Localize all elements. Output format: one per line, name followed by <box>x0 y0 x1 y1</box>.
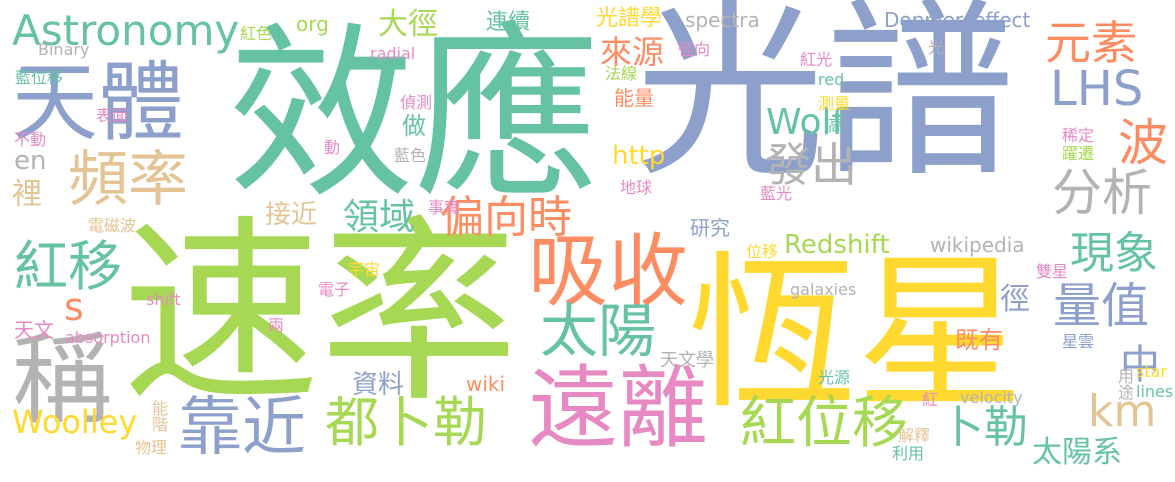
word-bule: 卜勒 <box>940 402 1028 453</box>
word-budong: 不動 <box>14 130 47 149</box>
word-zuo: 做 <box>402 112 426 140</box>
word-cheng: 稱 <box>12 321 112 438</box>
word-shishi: 事實 <box>428 198 461 217</box>
word-gao: 高 <box>828 116 845 135</box>
word-dajing: 大徑 <box>378 7 438 42</box>
word-lanweiyi: 藍位移 <box>15 68 64 87</box>
word-xishou: 吸收 <box>528 225 688 318</box>
word-tianti: 天體 <box>12 53 184 153</box>
word-lines: lines <box>1136 382 1174 401</box>
word-zhong: 中 <box>1120 342 1160 388</box>
word-lhs: LHS <box>1050 61 1144 117</box>
word-nengliang: 能量 <box>614 86 654 110</box>
word-s: s <box>64 285 84 329</box>
word-yuanli: 遠離 <box>528 356 708 461</box>
word-guang: 光 <box>928 38 945 57</box>
word-galaxies: galaxies <box>790 280 857 299</box>
word-dianzi: 電子 <box>318 280 351 299</box>
word-bo: 波 <box>1118 114 1168 172</box>
word-red: red <box>818 70 845 89</box>
word-yuansu: 元素 <box>1045 16 1137 70</box>
word-yongtu: 用途 <box>1115 368 1134 400</box>
word-jing: 徑 <box>1000 282 1030 317</box>
word-woolley: Woolley <box>12 403 138 441</box>
word-yueqian: 躍遷 <box>1062 144 1095 163</box>
word-wuli: 物理 <box>135 438 168 457</box>
word-hongyi: 紅移 <box>14 235 122 298</box>
word-taiyangxi: 太陽系 <box>1032 435 1122 470</box>
word-org: org <box>296 12 329 36</box>
word-ziliao: 資料 <box>352 370 405 400</box>
word-xiaoying: 效應 <box>228 6 601 223</box>
word-http: http <box>612 141 666 171</box>
word-shift: shift <box>146 290 181 309</box>
word-celiang: 測量 <box>818 94 851 113</box>
word-duobule: 都卜勒 <box>325 391 487 454</box>
word-hongweiyi: 紅位移 <box>740 391 908 456</box>
word-kaojin: 靠近 <box>178 391 306 465</box>
word-weiyi: 位移 <box>746 242 779 261</box>
word-languang: 藍光 <box>760 184 793 203</box>
word-km: km <box>1088 386 1157 437</box>
word-absorption: absorption <box>65 328 151 347</box>
word-yuzhou: 宇宙 <box>348 260 381 279</box>
word-liyong: 利用 <box>892 444 925 463</box>
word-lianxu: 連續 <box>486 10 531 35</box>
word-wolf: Wolf <box>766 102 845 143</box>
word-guangyuan: 光源 <box>818 368 851 387</box>
word-doppler-effect: Doppler_effect <box>884 8 1031 32</box>
word-faxian: 法線 <box>605 64 638 83</box>
word-star: star <box>1136 362 1167 381</box>
word-en: en <box>14 146 47 176</box>
word-liangzhi: 量值 <box>1053 278 1150 334</box>
word-wiki: wiki <box>466 372 506 396</box>
word-dong: 動 <box>324 138 341 157</box>
word-diqiu: 地球 <box>620 178 653 197</box>
word-binary: Binary <box>38 40 90 59</box>
word-nengjie: 能階 <box>149 400 168 432</box>
word-tianwen: 天文 <box>14 318 54 342</box>
word-hongguang: 紅光 <box>800 50 833 69</box>
word-liang: 兩 <box>268 316 285 335</box>
word-hong: 紅 <box>922 390 939 409</box>
word-pinlu: 頻率 <box>68 145 188 215</box>
word-velocity: velocity <box>960 388 1023 407</box>
word-lingyu: 領域 <box>343 197 416 238</box>
word-lanse: 藍色 <box>394 146 427 165</box>
word-jiejin: 接近 <box>265 200 318 230</box>
word-fenxi: 分析 <box>1052 164 1152 222</box>
word-tianwenxue: 天文學 <box>660 350 714 371</box>
word-laiyuan: 來源 <box>600 33 665 71</box>
word-yanjiu: 研究 <box>690 216 730 240</box>
word-sulu: 速率 <box>122 198 518 429</box>
word-fachu: 發出 <box>765 138 857 192</box>
word-hengxing: 恆星 <box>688 236 1024 432</box>
word-guangpuxue: 光譜學 <box>596 6 663 31</box>
word-jingxiang: 徑向 <box>678 40 711 59</box>
word-jieshi: 解釋 <box>898 426 931 445</box>
word-hongse: 紅色 <box>240 24 273 43</box>
word-redshift: Redshift <box>784 230 890 260</box>
word-astronomy: Astronomy <box>12 6 240 55</box>
word-xianxiang: 現象 <box>1070 228 1158 279</box>
word-radial: radial <box>370 44 416 63</box>
word-wikipedia: wikipedia <box>930 233 1025 257</box>
word-xingyun: 星雲 <box>1062 332 1095 351</box>
word-pianxiangshi: 偏向時 <box>440 192 572 243</box>
word-dianciwo: 電磁波 <box>88 216 137 235</box>
word-taiyang: 太陽 <box>540 297 657 365</box>
word-biaomian: 表面 <box>96 106 129 125</box>
word-shuangxing: 雙星 <box>1036 262 1069 281</box>
word-li: 裡 <box>12 177 42 212</box>
word-jiyou: 既有 <box>955 326 1003 354</box>
word-wending: 稀定 <box>1062 126 1095 145</box>
word-guangpu: 光譜 <box>635 0 1016 203</box>
word-zhenche: 偵測 <box>400 93 433 112</box>
word-spectra: spectra <box>685 8 760 32</box>
